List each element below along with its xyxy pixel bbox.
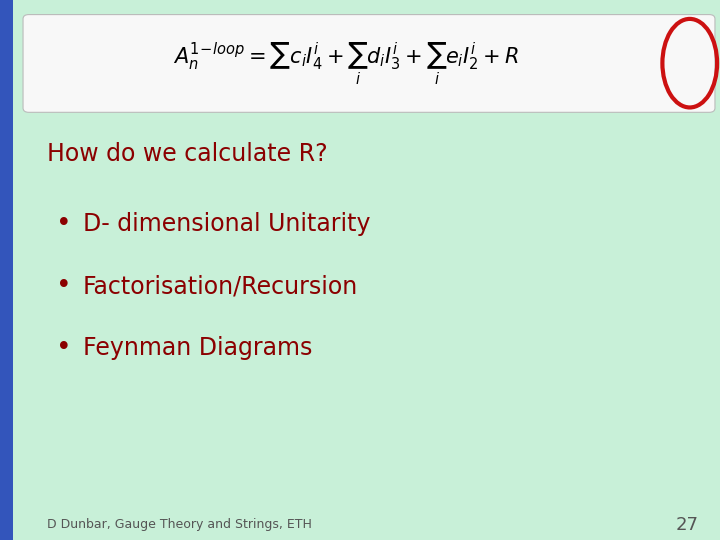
Text: •: • — [55, 273, 71, 299]
Bar — [0, 0, 13, 540]
Text: D- dimensional Unitarity: D- dimensional Unitarity — [83, 212, 370, 236]
Text: $A_n^{1\!-\!loop} = \sum c_i I_4^i + \sum_i d_i I_3^i + \sum_i e_i I_2^i + R$: $A_n^{1\!-\!loop} = \sum c_i I_4^i + \su… — [173, 40, 518, 87]
Text: D Dunbar, Gauge Theory and Strings, ETH: D Dunbar, Gauge Theory and Strings, ETH — [47, 518, 312, 531]
Text: •: • — [55, 211, 71, 237]
Text: Feynman Diagrams: Feynman Diagrams — [83, 336, 312, 360]
Text: 27: 27 — [675, 516, 698, 534]
Text: Factorisation/Recursion: Factorisation/Recursion — [83, 274, 358, 298]
Text: •: • — [55, 335, 71, 361]
Text: How do we calculate R?: How do we calculate R? — [47, 142, 328, 166]
FancyBboxPatch shape — [23, 15, 715, 112]
